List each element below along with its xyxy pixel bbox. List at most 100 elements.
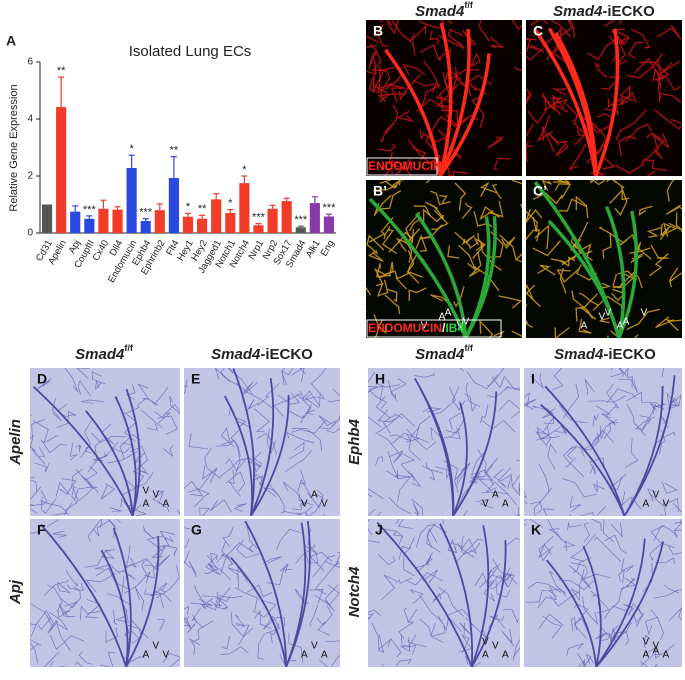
vessel-network <box>655 316 675 329</box>
vessel-mark: A <box>581 321 588 332</box>
vessel-network <box>30 486 42 500</box>
vessel-mark: A <box>643 650 650 661</box>
vessel-network <box>447 28 463 47</box>
vessel-mark: A <box>663 650 670 661</box>
vessel-network <box>383 226 391 240</box>
vessel-network <box>660 416 669 429</box>
vessel-network <box>368 519 373 536</box>
vessel-network <box>526 140 530 162</box>
vessel-trunk <box>250 378 275 516</box>
vessel-network <box>386 288 398 303</box>
vessel-mark: V <box>605 308 612 319</box>
vessel-network <box>225 471 246 492</box>
gene: Smad4 <box>211 346 261 363</box>
vessel-network <box>246 524 258 549</box>
vessel-network <box>297 478 312 499</box>
vessel-network <box>524 398 537 410</box>
vessels <box>30 519 180 667</box>
vessel-network <box>202 465 218 484</box>
vessel-mark: A <box>439 312 446 323</box>
vessel-network <box>537 264 556 276</box>
vessel-network <box>610 368 629 378</box>
vessel-network <box>30 639 42 664</box>
vessel-network <box>304 394 319 409</box>
significance-label: *** <box>294 214 308 226</box>
vessel-network <box>588 395 626 403</box>
vessel-mark: V <box>311 641 318 652</box>
vessel-network <box>526 589 548 603</box>
vessel-network <box>215 440 234 447</box>
vessel-network <box>369 390 388 409</box>
vessel-network <box>501 628 515 647</box>
vessel-network <box>493 468 513 482</box>
vessel-network <box>30 418 46 446</box>
vessel-network <box>640 147 663 164</box>
vessel-network <box>437 615 462 632</box>
vessel-network <box>511 330 522 338</box>
vessel-network <box>387 379 397 399</box>
vessel-network <box>640 644 675 667</box>
vessel-network <box>536 114 554 143</box>
vessel-network <box>532 240 561 257</box>
vessel-network <box>626 391 656 404</box>
bar <box>309 203 320 233</box>
vessel-network <box>235 624 250 645</box>
vessel-network <box>470 448 488 476</box>
vessel-network <box>453 286 465 308</box>
vessel-network <box>64 368 79 392</box>
vessel-network <box>527 581 562 593</box>
vessel-network <box>541 27 562 48</box>
panel-label: H <box>375 371 385 387</box>
vessel-network <box>550 20 571 38</box>
vessel-network <box>569 496 582 512</box>
significance-label: ** <box>170 145 179 157</box>
vessel-network <box>524 491 528 505</box>
vessel-network <box>507 475 520 490</box>
vessel-network <box>95 564 121 575</box>
vessel-network <box>549 591 580 607</box>
vessel-network <box>476 498 494 509</box>
vessel-network <box>422 569 438 584</box>
vessel-network <box>379 87 390 103</box>
vessel-network <box>95 380 102 391</box>
vessel-network <box>327 388 340 403</box>
vessel-network <box>497 467 511 488</box>
vessel-network <box>189 638 200 656</box>
significance-label: *** <box>323 202 337 214</box>
vessel-network <box>600 76 622 90</box>
vessel-network <box>33 420 59 444</box>
vessel-network <box>30 446 36 452</box>
vessel-network <box>541 92 562 116</box>
vessel-mark: A <box>653 646 660 657</box>
vessels <box>30 368 180 516</box>
vessel-network <box>478 20 490 42</box>
vessel-network <box>280 511 302 516</box>
vessel-trunk <box>438 22 453 176</box>
vessel-network <box>299 390 326 401</box>
vessel-network <box>368 508 382 516</box>
vessel-network <box>377 93 406 102</box>
vessel-network <box>610 368 627 378</box>
vessel-network <box>515 507 520 516</box>
vessel-network <box>106 451 138 464</box>
vessel-network <box>666 180 675 202</box>
vessel-trunk <box>594 28 620 176</box>
vessel-network <box>222 527 234 547</box>
vessel-mark: V <box>599 312 606 323</box>
vessel-mark: A <box>482 650 489 661</box>
vessel-network <box>491 183 502 200</box>
vessel-network <box>216 553 229 564</box>
vessel-trunk <box>368 197 468 338</box>
vessel-network <box>281 368 287 386</box>
vessel-network <box>599 317 610 324</box>
vessel-network <box>424 201 445 219</box>
vessel-network <box>184 480 204 497</box>
vessel-network <box>48 612 68 631</box>
vessel-network <box>580 506 606 516</box>
vessel-network <box>383 162 408 176</box>
vessel-network <box>578 292 599 306</box>
bar <box>168 177 179 233</box>
vessel-network <box>487 135 504 149</box>
